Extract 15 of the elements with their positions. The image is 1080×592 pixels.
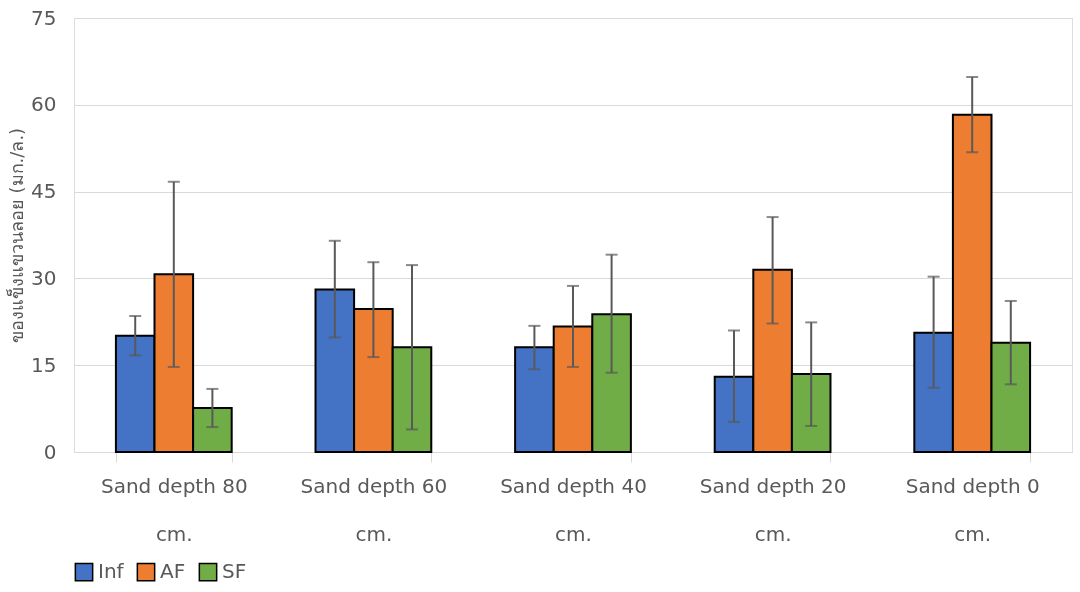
legend-label: Inf — [98, 559, 125, 584]
category-label: Sand depth 40 cm. — [500, 473, 647, 546]
legend-label: SF — [222, 559, 247, 584]
y-tick-label: 30 — [31, 265, 57, 290]
category-label: Sand depth 60 cm. — [300, 473, 448, 546]
category-label: Sand depth 0 cm. — [905, 473, 1040, 546]
legend-label: AF — [160, 559, 186, 584]
y-tick-label: 15 — [31, 352, 57, 377]
category-label: Sand depth 80 cm. — [100, 473, 248, 546]
y-axis-title: ของแข็งแขวนลอย (มก./ล.) — [5, 127, 28, 344]
category-label: Sand depth 20 cm. — [699, 473, 847, 546]
y-tick-label: 60 — [31, 92, 57, 117]
y-tick-label: 75 — [31, 5, 57, 30]
y-tick-label: 45 — [31, 179, 57, 204]
y-tick-label: 0 — [43, 439, 57, 464]
